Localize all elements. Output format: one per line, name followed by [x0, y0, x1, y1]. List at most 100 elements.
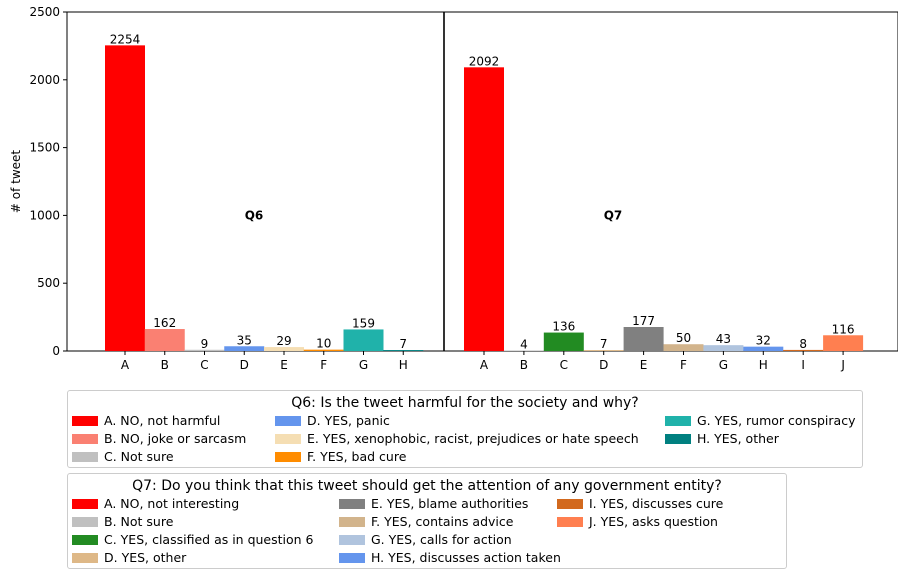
legend-label: I. YES, discusses cure: [589, 496, 724, 511]
bar-value-label: 9: [201, 337, 209, 351]
legend-swatch: [275, 433, 301, 444]
legend-item: F. YES, contains advice: [339, 514, 513, 529]
legend-item: H. YES, discusses action taken: [339, 550, 561, 565]
x-tick-label: E: [280, 358, 288, 372]
bar-value-label: 136: [552, 320, 575, 334]
y-tick-label: 2500: [29, 5, 60, 19]
bar-value-label: 162: [153, 316, 176, 330]
bar: [823, 335, 864, 351]
legend-item: G. YES, calls for action: [339, 532, 512, 547]
bar-value-label: 177: [632, 314, 655, 328]
legend-item: B. NO, joke or sarcasm: [72, 431, 246, 446]
legend-label: E. YES, xenophobic, racist, prejudices o…: [307, 431, 639, 446]
x-tick-label: A: [121, 358, 130, 372]
bar: [583, 350, 624, 351]
bar: [184, 349, 225, 351]
bar-value-label: 116: [832, 322, 855, 336]
x-tick-label: I: [801, 358, 805, 372]
bar-value-label: 32: [756, 334, 771, 348]
legend-swatch: [275, 451, 301, 462]
y-tick-label: 2000: [29, 73, 60, 87]
x-tick-label: D: [240, 358, 249, 372]
legend-item: B. Not sure: [72, 514, 173, 529]
legend-label: E. YES, blame authorities: [371, 496, 529, 511]
legend-swatch: [339, 498, 365, 509]
bar: [623, 326, 664, 351]
panel-title: Q6: [245, 208, 264, 222]
legend-item: C. YES, classified as in question 6: [72, 532, 314, 547]
legend-label: C. Not sure: [104, 449, 174, 464]
legend-item: E. YES, xenophobic, racist, prejudices o…: [275, 431, 639, 446]
bar: [503, 350, 544, 351]
bar: [743, 346, 784, 351]
bar-value-label: 35: [237, 333, 252, 347]
legend-label: B. NO, joke or sarcasm: [104, 431, 247, 446]
legend-item: F. YES, bad cure: [275, 449, 406, 464]
legend-item: A. NO, not harmful: [72, 413, 220, 428]
legend-label: H. YES, discusses action taken: [371, 550, 561, 565]
legend-label: G. YES, calls for action: [371, 532, 512, 547]
bar-chart: 0 500 1000 1500 2000 2500 # of tweet A B C D E F G H A B…: [9, 5, 898, 372]
legend-label: D. YES, panic: [307, 413, 390, 428]
x-tick-label: D: [599, 358, 608, 372]
bar: [663, 344, 704, 351]
x-tick-label: F: [680, 358, 687, 372]
legend-swatch: [557, 498, 583, 509]
bar-value-label: 10: [316, 337, 331, 351]
y-tick-label: 500: [37, 276, 60, 290]
legend-item: I. YES, discusses cure: [557, 496, 723, 511]
bar-value-label: 159: [352, 316, 375, 330]
y-tick-label: 1000: [29, 208, 60, 222]
legend-item: E. YES, blame authorities: [339, 496, 528, 511]
y-axis-label: # of tweet: [9, 150, 23, 214]
bar: [144, 329, 185, 351]
bar-value-label: 7: [399, 337, 407, 351]
legend-q7: Q7: Do you think that this tweet should …: [67, 473, 787, 569]
bar: [464, 67, 504, 351]
bar: [343, 329, 384, 351]
panel-title: Q7: [604, 208, 623, 222]
legend-label: H. YES, other: [697, 431, 779, 446]
legend-item: D. YES, other: [72, 550, 186, 565]
bar-value-label: 2254: [110, 32, 141, 46]
legend-label: G. YES, rumor conspiracy: [697, 413, 856, 428]
legend-item: C. Not sure: [72, 449, 174, 464]
bar-value-label: 4: [520, 337, 528, 351]
bar-value-label: 29: [276, 334, 291, 348]
legend-swatch: [665, 433, 691, 444]
x-tick-label: C: [560, 358, 568, 372]
legend-item: A. NO, not interesting: [72, 496, 239, 511]
legend-swatch: [557, 516, 583, 527]
x-tick-label: F: [320, 358, 327, 372]
legend-label: B. Not sure: [104, 514, 174, 529]
bar-value-label: 50: [676, 331, 691, 345]
legend-item: H. YES, other: [665, 431, 779, 446]
legend-swatch: [665, 415, 691, 426]
axes: 0 500 1000 1500 2000 2500 # of tweet A B C D E F G H A B…: [9, 5, 898, 372]
x-tick-label: B: [161, 358, 169, 372]
legend-q6: Q6: Is the tweet harmful for the society…: [67, 390, 863, 468]
y-tick-label: 0: [52, 344, 60, 358]
legend-label: A. NO, not interesting: [104, 496, 240, 511]
bar-value-label: 8: [799, 337, 807, 351]
bar: [105, 45, 145, 351]
legend-swatch: [72, 516, 98, 527]
legend-swatch: [72, 415, 98, 426]
x-tick-label: G: [719, 358, 728, 372]
legend-label: F. YES, bad cure: [307, 449, 407, 464]
legend-swatch: [72, 451, 98, 462]
legend-swatch: [339, 534, 365, 545]
legend-label: J. YES, asks question: [589, 514, 718, 529]
labels: Q6 2254 162 9 35 29 10 159 7 Q7 2092 4 136 7 177 50 43 32…: [110, 32, 855, 351]
legend-label: A. NO, not harmful: [104, 413, 221, 428]
legend-swatch: [72, 498, 98, 509]
legend-label: F. YES, contains advice: [371, 514, 514, 529]
legend-q7-title: Q7: Do you think that this tweet should …: [132, 478, 722, 494]
x-tick-label: H: [759, 358, 768, 372]
bar-value-label: 2092: [469, 54, 500, 68]
legend-swatch: [339, 516, 365, 527]
legend-item: G. YES, rumor conspiracy: [665, 413, 855, 428]
legend-item: D. YES, panic: [275, 413, 390, 428]
bar: [783, 349, 824, 351]
x-tick-label: C: [200, 358, 208, 372]
